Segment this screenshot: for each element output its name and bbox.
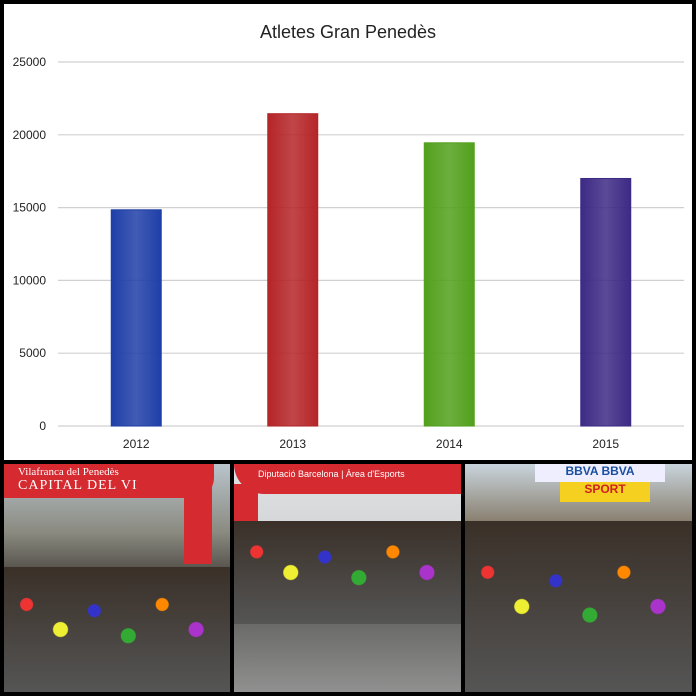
y-tick-label: 0: [39, 419, 46, 433]
runners-crowd: [234, 521, 461, 624]
y-tick-label: 5000: [19, 346, 46, 360]
sponsor-banner: BBVA BBVA: [535, 464, 665, 482]
x-tick-label: 2014: [436, 437, 463, 451]
x-tick-label: 2012: [123, 437, 150, 451]
y-tick-label: 20000: [13, 128, 47, 142]
bar-chart: Atletes Gran Penedès 0 5000 10000 15000 20000…: [13, 22, 684, 451]
runners-crowd: [465, 521, 692, 692]
y-tick-label: 25000: [13, 55, 47, 69]
bar-2014: [423, 142, 475, 427]
arch-text: CAPITAL DEL VI: [18, 478, 138, 493]
arch-leg: [184, 484, 212, 564]
sponsor-arch: SPORT: [560, 482, 650, 502]
race-photo-start-diputacio: Diputació Barcelona | Àrea d'Esports: [234, 464, 461, 692]
finish-arch: Vilafranca del Penedès CAPITAL DEL VI: [4, 464, 214, 498]
x-tick-label: 2013: [279, 437, 306, 451]
arch-text: Diputació Barcelona: [258, 469, 339, 479]
bar-2013: [267, 113, 319, 427]
race-photo-start-bbva: BBVA BBVA SPORT: [465, 464, 692, 692]
start-arch: Diputació Barcelona | Àrea d'Esports: [234, 464, 461, 494]
bar-2015: [580, 177, 632, 427]
runners-crowd: [4, 566, 230, 692]
chart-title: Atletes Gran Penedès: [260, 22, 436, 42]
x-tick-label: 2015: [592, 437, 619, 451]
chart-panel: Atletes Gran Penedès 0 5000 10000 15000 20000…: [4, 4, 692, 460]
arch-text: Àrea d'Esports: [345, 469, 405, 479]
y-tick-label: 10000: [13, 273, 47, 287]
bar-2012: [110, 209, 162, 427]
arch-text: Vilafranca del Penedès: [18, 466, 119, 478]
race-photo-start-vilafranca: Vilafranca del Penedès CAPITAL DEL VI: [4, 464, 230, 692]
y-tick-label: 15000: [13, 201, 47, 215]
